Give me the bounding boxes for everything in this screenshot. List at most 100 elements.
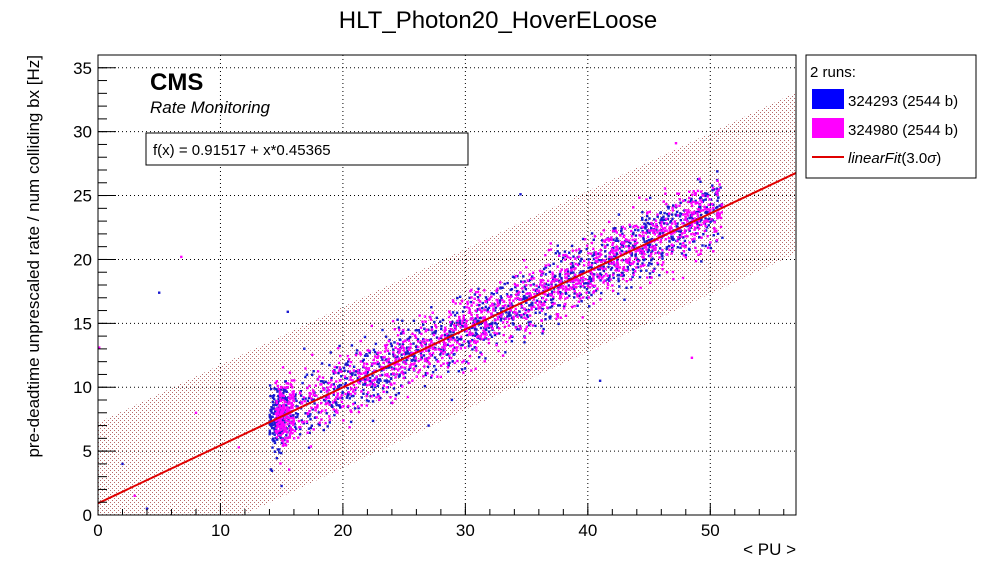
data-point (709, 198, 713, 201)
data-point (446, 361, 449, 365)
data-point (590, 279, 594, 282)
data-point (449, 313, 453, 316)
data-point (353, 401, 356, 405)
data-point (423, 385, 427, 388)
data-point (270, 408, 273, 412)
data-point (280, 451, 283, 455)
data-point (716, 211, 719, 215)
data-point (272, 404, 275, 407)
data-point (291, 386, 294, 389)
data-point (276, 390, 279, 393)
data-point (461, 310, 465, 313)
data-point (557, 288, 560, 291)
data-point (718, 204, 721, 207)
data-point (622, 265, 626, 269)
data-point (298, 401, 302, 404)
data-point (627, 240, 630, 244)
data-point (506, 320, 509, 324)
data-point (443, 330, 446, 333)
data-point (661, 257, 664, 260)
data-point (316, 403, 319, 407)
data-point (370, 363, 374, 366)
data-point (496, 318, 500, 321)
data-point (569, 262, 573, 266)
data-point (703, 229, 706, 233)
data-point (461, 361, 464, 364)
data-point (719, 225, 723, 229)
data-point (693, 228, 696, 231)
data-point (368, 349, 371, 352)
data-point (348, 364, 352, 368)
data-point (650, 221, 653, 225)
data-point (699, 213, 703, 217)
data-point (694, 259, 698, 263)
data-point (434, 332, 437, 335)
data-point (665, 246, 669, 249)
data-point (641, 218, 644, 221)
data-point (597, 276, 600, 280)
data-point (363, 380, 367, 383)
data-point (401, 319, 404, 322)
data-point (509, 295, 513, 298)
data-point (556, 250, 559, 253)
data-point (319, 390, 323, 393)
data-point (647, 248, 650, 251)
data-point (371, 383, 375, 386)
data-point (439, 348, 443, 352)
data-point (499, 295, 502, 298)
data-point (588, 277, 591, 280)
data-point (544, 264, 547, 267)
data-point (290, 395, 293, 398)
data-point (473, 325, 476, 328)
data-point (351, 379, 354, 382)
data-point (652, 269, 655, 272)
data-point (651, 249, 654, 252)
data-point (645, 269, 648, 272)
data-point (393, 328, 396, 331)
data-point (324, 402, 328, 406)
data-point (326, 425, 329, 428)
data-point (690, 216, 693, 219)
data-point (297, 419, 301, 423)
data-point (354, 373, 357, 376)
data-point (463, 340, 466, 343)
data-point (470, 304, 473, 307)
data-point (611, 243, 614, 246)
data-point (472, 301, 475, 304)
data-point (430, 376, 433, 379)
data-point (615, 249, 618, 252)
data-point (276, 409, 279, 412)
data-point (703, 205, 706, 208)
data-point (291, 432, 294, 435)
data-point (468, 327, 471, 331)
data-point (367, 391, 370, 394)
data-point (294, 393, 297, 396)
data-point (574, 273, 577, 276)
data-point (418, 369, 421, 372)
data-point (522, 275, 525, 278)
data-point (606, 243, 609, 247)
data-point (287, 420, 290, 423)
data-point (672, 277, 675, 281)
data-point (626, 265, 629, 269)
data-point (548, 264, 552, 267)
data-point (469, 344, 472, 347)
data-point (563, 258, 567, 261)
data-point (577, 300, 580, 303)
data-point (541, 285, 544, 288)
data-point (693, 237, 696, 240)
data-point (524, 287, 528, 291)
data-point (551, 280, 554, 283)
data-point (648, 243, 651, 246)
data-point (473, 293, 477, 296)
data-point (341, 392, 344, 395)
data-point (525, 266, 528, 269)
data-point (285, 416, 289, 419)
data-point (465, 326, 468, 329)
data-point (450, 356, 453, 360)
data-point (300, 402, 304, 405)
data-point (391, 368, 394, 371)
data-point (480, 311, 483, 314)
data-point (401, 356, 404, 360)
data-point (453, 352, 456, 356)
